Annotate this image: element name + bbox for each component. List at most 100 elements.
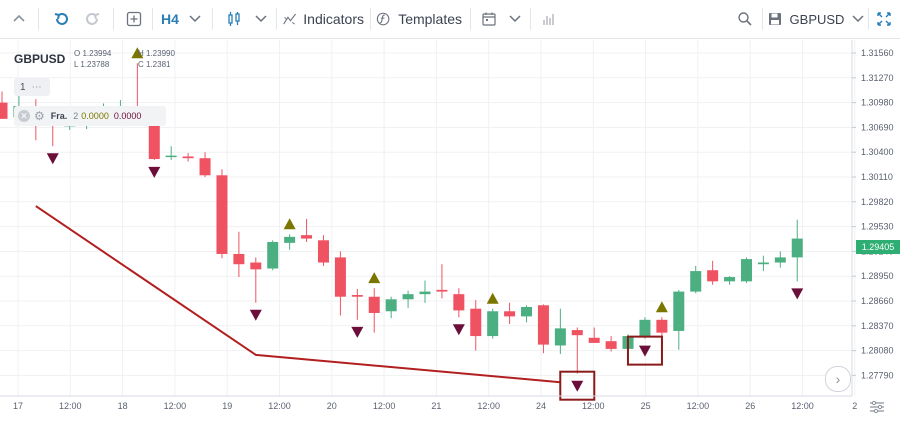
indicators-label: Indicators: [303, 11, 364, 27]
undo-icon[interactable]: [50, 0, 74, 38]
candle-body: [740, 259, 752, 282]
time-tick-label: 12:00: [582, 401, 605, 411]
candle: [216, 169, 228, 259]
candle: [453, 288, 465, 318]
candle-body: [182, 156, 194, 159]
candle: [334, 251, 346, 316]
candle-body: [0, 102, 8, 119]
candle: [233, 231, 245, 278]
time-tick-label: 12:00: [791, 401, 814, 411]
candle-body: [690, 271, 702, 292]
redo-icon[interactable]: [80, 0, 104, 38]
indicator-value-1: 0.0000: [81, 111, 109, 121]
candle-body: [301, 235, 313, 239]
candle-body: [673, 291, 685, 331]
indicator-value-2: 0.0000: [113, 111, 142, 121]
candle: [521, 305, 533, 323]
timeframe-button[interactable]: H4: [158, 0, 182, 38]
time-tick-label: 12:00: [687, 401, 710, 411]
candle: [419, 280, 431, 303]
time-tick-label: 25: [641, 401, 651, 411]
candle-body: [791, 238, 803, 258]
candle: [182, 153, 194, 162]
price-tick-label: 1.28950: [861, 271, 894, 281]
remove-indicator-icon[interactable]: ✕: [18, 110, 30, 122]
chart-settings-icon[interactable]: [868, 400, 888, 416]
candle-body: [385, 299, 397, 312]
candle: [368, 288, 380, 333]
indicators-button[interactable]: Indicators: [282, 0, 364, 38]
timeframe-dropdown-icon[interactable]: [186, 0, 204, 38]
volume-bars-icon[interactable]: [538, 0, 560, 38]
collapse-icon[interactable]: [8, 0, 30, 38]
candle: [436, 264, 448, 299]
candle: [487, 308, 499, 339]
candle-body: [250, 262, 262, 270]
price-axis: 1.31560 1.31270 1.30980 1.30690 1.30400 1.301…: [851, 40, 894, 396]
fractal-down-marker: [249, 309, 262, 321]
fractal-up-marker: [655, 301, 668, 313]
legend-ohlc-right: H 1.23990 C 1.2381: [138, 48, 175, 70]
candle: [554, 308, 566, 355]
add-symbol-icon[interactable]: [122, 0, 146, 38]
candle: [301, 218, 313, 242]
candle-body: [707, 270, 719, 282]
time-tick-label: 12:00: [373, 401, 396, 411]
chart-type-dropdown-icon[interactable]: [252, 0, 270, 38]
scroll-to-latest-button[interactable]: ›: [825, 366, 851, 392]
fractal-markers: [29, 47, 804, 392]
calendar-icon[interactable]: [478, 0, 500, 38]
candle: [402, 290, 414, 308]
candle-body: [453, 294, 465, 311]
calendar-dropdown-icon[interactable]: [506, 0, 524, 38]
fullscreen-icon[interactable]: [872, 0, 896, 38]
time-tick-label: 21: [431, 401, 441, 411]
indicator-legend-row[interactable]: ✕ ⚙ Fra. 2 0.0000 0.0000: [14, 106, 166, 126]
indicator-count-pill[interactable]: 1 ⋯: [14, 78, 50, 96]
indicator-count: 1: [20, 81, 26, 93]
candle: [571, 327, 583, 374]
candle: [165, 146, 177, 160]
candle-body: [487, 311, 499, 337]
candle-body: [724, 277, 736, 282]
time-tick-label: 18: [118, 401, 128, 411]
candle: [351, 289, 363, 320]
search-icon[interactable]: [734, 0, 756, 38]
legend-high: H 1.23990: [138, 49, 175, 58]
price-tick-label: 1.29530: [861, 222, 894, 232]
price-tick-label: 1.30110: [861, 172, 893, 182]
templates-button[interactable]: Templates: [376, 0, 462, 38]
symbol-selector[interactable]: GBPUSD: [766, 0, 866, 38]
candle: [673, 289, 685, 350]
fractal-down-marker: [351, 326, 364, 338]
chart-grid: [0, 40, 856, 396]
fractal-down-marker: [791, 288, 804, 300]
price-tick-label: 1.30980: [861, 98, 894, 108]
price-tick-label: 1.28080: [861, 346, 894, 356]
candle-body: [537, 305, 549, 345]
candle: [605, 336, 617, 352]
time-tick-label: 12:00: [477, 401, 500, 411]
price-tick-label: 1.31270: [861, 73, 894, 83]
candle-body: [351, 295, 363, 297]
candle-body: [521, 306, 533, 317]
candles-chart-type-icon[interactable]: [222, 0, 246, 38]
time-tick-label: 17: [13, 401, 23, 411]
chevron-right-icon: ›: [835, 371, 841, 387]
symbol-dropdown-icon: [852, 15, 864, 23]
candle-body: [267, 241, 279, 269]
price-tick-label: 1.30400: [861, 147, 894, 157]
fractal-down-marker: [46, 153, 59, 165]
price-tick-label: 1.31560: [861, 48, 894, 58]
candle-body: [233, 253, 245, 265]
candle-body: [368, 296, 380, 313]
price-tick-label: 1.27790: [861, 370, 894, 380]
candle: [317, 235, 329, 266]
indicator-settings-icon[interactable]: ⚙: [34, 109, 45, 123]
candle: [690, 265, 702, 294]
fractal-up-marker: [283, 218, 296, 230]
templates-label: Templates: [398, 11, 462, 27]
indicators-icon: [283, 13, 297, 25]
price-tick-label: 1.28370: [861, 321, 894, 331]
